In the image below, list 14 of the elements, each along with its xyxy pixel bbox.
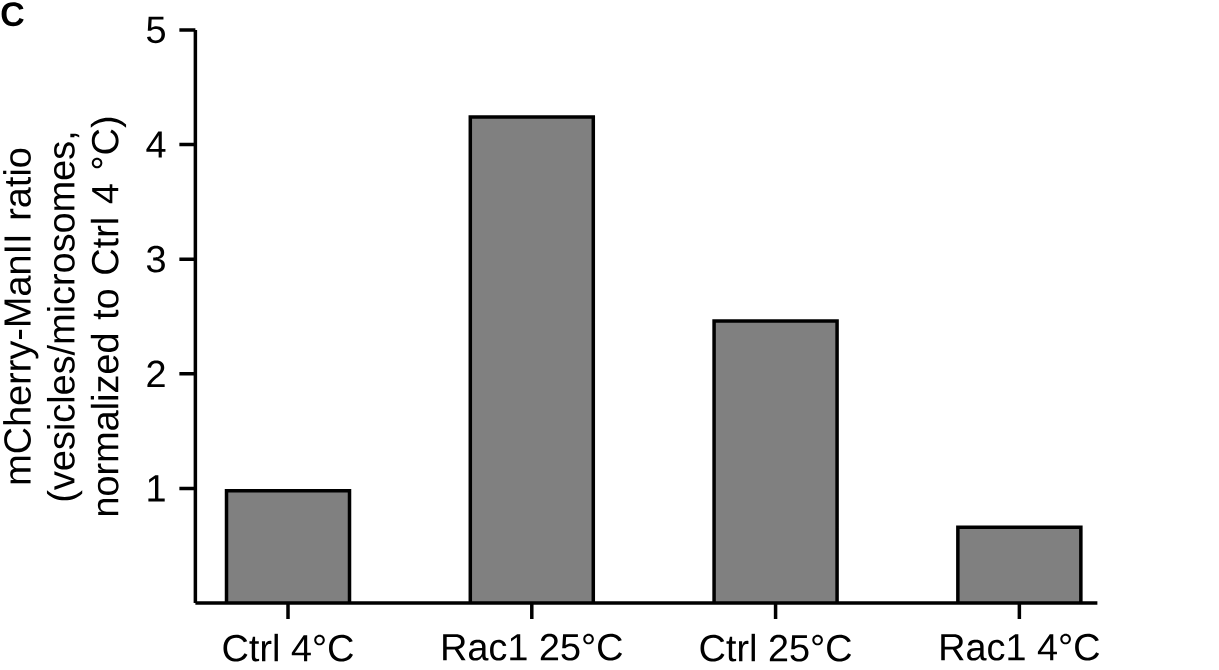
x-tick-label: Rac1 4°C <box>941 633 1100 661</box>
x-tick-label: Ctrl 25°C <box>700 633 852 662</box>
y-tick-label: 4 <box>146 131 166 158</box>
x-tick-label: Rac1 25°C <box>443 633 623 661</box>
y-axis-title: mCherry-ManII ratio (vesicles/microsomes, normalized to Ctrl 4 °C) <box>3 117 127 516</box>
y-tick-label: 1 <box>148 475 165 502</box>
bar <box>714 321 838 603</box>
y-tick-label: 5 <box>147 16 165 44</box>
y-tick-label: 2 <box>147 360 165 387</box>
y-tick-label: 3 <box>146 245 165 273</box>
bar <box>470 117 594 603</box>
bar <box>226 490 350 603</box>
x-tick-label: Ctrl 4°C <box>223 633 353 662</box>
text: C <box>1 2 24 27</box>
